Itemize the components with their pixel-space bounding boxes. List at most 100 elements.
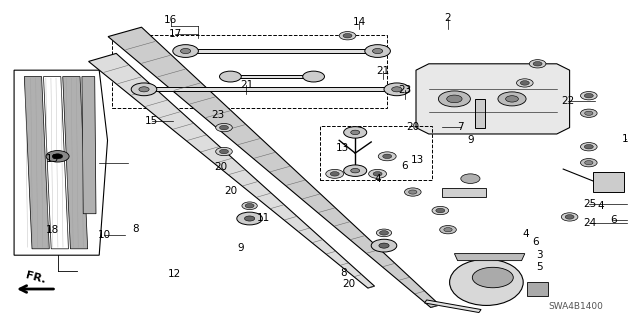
Circle shape — [580, 92, 597, 100]
Text: 18: 18 — [46, 225, 59, 235]
Polygon shape — [416, 64, 570, 134]
Ellipse shape — [449, 259, 523, 306]
Circle shape — [432, 206, 449, 215]
Polygon shape — [442, 188, 486, 197]
Circle shape — [237, 212, 262, 225]
Text: 16: 16 — [164, 15, 177, 25]
Circle shape — [561, 213, 578, 221]
Circle shape — [372, 48, 383, 54]
Circle shape — [52, 154, 63, 159]
Text: 20: 20 — [342, 279, 355, 289]
Text: 10: 10 — [98, 230, 111, 240]
Text: 21: 21 — [376, 66, 389, 76]
Circle shape — [392, 87, 402, 92]
Text: SWA4B1400: SWA4B1400 — [548, 302, 604, 311]
Text: 20: 20 — [214, 162, 227, 173]
Circle shape — [461, 174, 480, 183]
Circle shape — [303, 71, 324, 82]
Circle shape — [326, 169, 344, 178]
Text: 19: 19 — [46, 154, 59, 165]
Circle shape — [580, 159, 597, 167]
Circle shape — [46, 151, 69, 162]
Text: 9: 9 — [237, 243, 244, 253]
Circle shape — [344, 127, 367, 138]
Circle shape — [585, 161, 593, 165]
Circle shape — [220, 125, 228, 130]
Polygon shape — [82, 77, 96, 214]
Text: 4: 4 — [375, 174, 381, 184]
Circle shape — [216, 123, 232, 132]
Polygon shape — [230, 75, 314, 78]
Circle shape — [384, 83, 410, 96]
FancyBboxPatch shape — [593, 172, 624, 192]
Circle shape — [585, 111, 593, 115]
Circle shape — [472, 267, 513, 288]
Circle shape — [379, 243, 389, 248]
Text: 6: 6 — [610, 215, 616, 225]
Text: FR.: FR. — [24, 271, 46, 286]
Circle shape — [378, 152, 396, 161]
Polygon shape — [144, 87, 397, 91]
Text: 8: 8 — [340, 268, 347, 278]
Text: 12: 12 — [168, 269, 180, 279]
Text: 14: 14 — [353, 17, 365, 27]
Circle shape — [380, 231, 388, 235]
Text: 24: 24 — [583, 218, 596, 228]
Circle shape — [220, 149, 228, 154]
Text: 23: 23 — [399, 85, 412, 95]
Text: 13: 13 — [412, 155, 424, 165]
Text: 11: 11 — [257, 212, 269, 223]
Circle shape — [584, 93, 593, 98]
Circle shape — [343, 33, 352, 38]
Text: 17: 17 — [169, 29, 182, 40]
Circle shape — [529, 60, 546, 68]
Polygon shape — [476, 99, 485, 128]
Polygon shape — [44, 77, 68, 249]
Text: 20: 20 — [406, 122, 419, 132]
Circle shape — [580, 143, 597, 151]
Circle shape — [438, 91, 470, 107]
Circle shape — [580, 109, 597, 117]
Circle shape — [369, 169, 387, 178]
Text: 6: 6 — [532, 237, 539, 248]
Circle shape — [436, 208, 445, 213]
Circle shape — [376, 229, 392, 237]
Polygon shape — [88, 53, 374, 288]
Circle shape — [244, 216, 255, 221]
Polygon shape — [63, 77, 88, 249]
Polygon shape — [14, 70, 108, 255]
Circle shape — [520, 81, 529, 85]
Text: 22: 22 — [562, 96, 575, 107]
Circle shape — [447, 95, 462, 103]
Circle shape — [506, 96, 518, 102]
Text: 5: 5 — [536, 262, 543, 272]
Text: 15: 15 — [145, 115, 158, 126]
Text: 6: 6 — [401, 161, 408, 171]
Circle shape — [371, 239, 397, 252]
Circle shape — [351, 168, 360, 173]
Circle shape — [351, 130, 360, 135]
Polygon shape — [454, 254, 525, 261]
Circle shape — [565, 215, 574, 219]
Circle shape — [139, 87, 149, 92]
Circle shape — [373, 172, 382, 176]
Text: 9: 9 — [468, 135, 474, 145]
Circle shape — [220, 71, 241, 82]
Text: 20: 20 — [224, 186, 237, 197]
Polygon shape — [108, 27, 440, 308]
Text: 2: 2 — [445, 12, 451, 23]
Circle shape — [131, 83, 157, 96]
Circle shape — [245, 204, 254, 208]
Text: 25: 25 — [583, 199, 596, 209]
Circle shape — [339, 32, 356, 40]
Text: 3: 3 — [536, 250, 543, 260]
Circle shape — [330, 172, 339, 176]
Circle shape — [173, 45, 198, 57]
Text: 4: 4 — [523, 229, 529, 240]
Circle shape — [216, 147, 232, 156]
Text: 13: 13 — [336, 143, 349, 153]
Circle shape — [404, 188, 421, 196]
Circle shape — [516, 79, 533, 87]
Text: 21: 21 — [240, 80, 253, 91]
Circle shape — [365, 45, 390, 57]
